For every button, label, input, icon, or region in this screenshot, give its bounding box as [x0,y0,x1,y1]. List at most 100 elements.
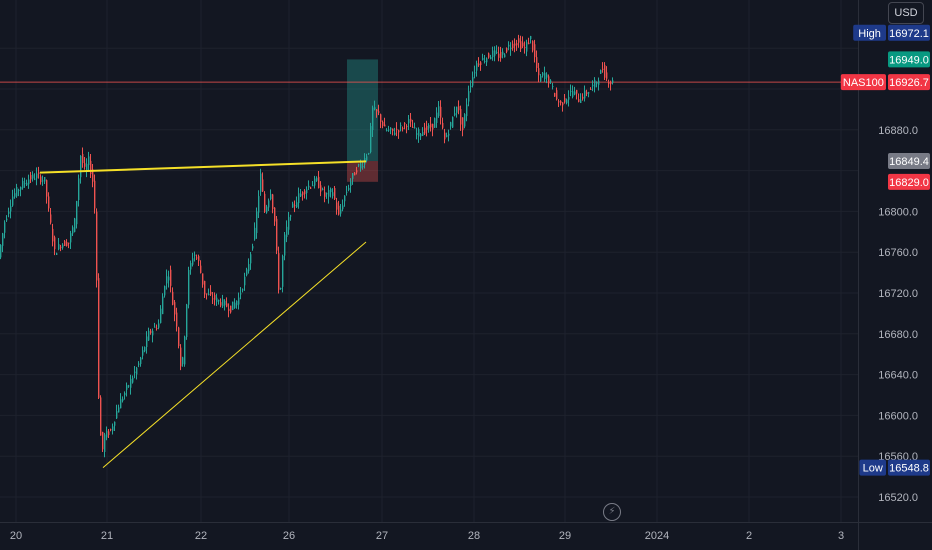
candle-body [566,99,568,104]
candle-body [136,367,138,375]
candle-body [564,98,566,103]
candle-body [74,218,76,232]
candle-body [88,156,90,166]
rising-support-trendline[interactable] [102,241,367,469]
candle-body [572,91,574,97]
candle-body [144,346,146,352]
currency-button[interactable]: USD [888,2,924,24]
candle-body [256,211,258,234]
candle-body [264,193,266,212]
candle-body [340,209,342,214]
resistance-trendline[interactable] [39,160,367,174]
candle-body [154,326,156,328]
candle-body [338,205,340,215]
candle-body [384,124,386,127]
candle-body [92,169,94,182]
position-stop-zone[interactable] [347,161,378,182]
candle-body [86,163,88,171]
y-tick-label: 16800.0 [878,206,918,218]
candle-body [230,305,232,313]
candle-body [20,187,22,190]
candle-body [292,203,294,208]
candle-body [494,50,496,56]
candle-body [558,101,560,103]
candle-body [198,256,200,261]
y-tick-label: 16720.0 [878,288,918,300]
candle-body [476,63,478,71]
x-tick-label: 29 [559,530,571,542]
candle-body [232,301,234,310]
candle-body [140,357,142,364]
price-tag-value: 16849.4 [889,156,929,168]
candle-body [502,51,504,55]
candle-body [396,128,398,130]
price-tag-target [888,51,930,68]
candle-body [308,185,310,188]
candle-body [120,399,122,409]
candle-body [226,303,228,307]
candle-body [156,327,158,329]
candle-body [68,242,70,244]
candle-body [34,178,36,180]
x-tick-label: 27 [376,530,388,542]
candle-body [162,296,164,315]
candle-body [430,123,432,128]
candle-body [552,86,554,88]
candle-body [250,254,252,264]
candle-body [374,107,376,110]
candle-body [458,106,460,111]
candle-body [268,200,270,208]
price-tag-label-box [859,459,886,476]
candle-body [152,330,154,336]
candle-body [184,336,186,365]
price-tag-value: 16829.0 [889,177,929,189]
candle-body [216,297,218,302]
candle-body [54,237,56,250]
candle-body [534,44,536,58]
candle-body [470,85,472,88]
candle-body [446,135,448,137]
candle-body [472,77,474,86]
candle-body [424,127,426,134]
candle-body [246,269,248,276]
candle-body [600,70,602,74]
candle-body [310,187,312,189]
candle-body [148,330,150,341]
candle-body [316,177,318,181]
candle-body [412,126,414,128]
candle-body [160,308,162,323]
candle-body [524,47,526,49]
candle-body [356,170,358,173]
candle-body [130,378,132,388]
candle-body [538,68,540,76]
candle-body [94,180,96,209]
candle-body [606,72,608,79]
candle-body [590,88,592,90]
candle-body [286,226,288,238]
x-tick-label: 20 [10,530,22,542]
candle-body [222,299,224,307]
candle-body [30,175,32,180]
candle-body [278,253,280,290]
candle-body [38,172,40,175]
candle-body [390,127,392,130]
lightning-icon[interactable]: ⚡ [603,503,621,521]
candle-body [526,42,528,52]
candle-body [432,123,434,130]
candle-body [484,61,486,63]
candle-body [98,278,100,398]
y-tick-label: 16520.0 [878,492,918,504]
candle-body [228,308,230,312]
candle-body [380,114,382,122]
candle-body [544,72,546,79]
price-tag-label: NAS100 [843,77,884,89]
candle-body [138,363,140,365]
candle-body [326,193,328,195]
candle-body [126,385,128,390]
candle-body [370,126,372,153]
candle-body [188,270,190,305]
candle-body [438,106,440,117]
price-tag-value: 16972.1 [889,28,929,40]
candle-body [342,205,344,210]
